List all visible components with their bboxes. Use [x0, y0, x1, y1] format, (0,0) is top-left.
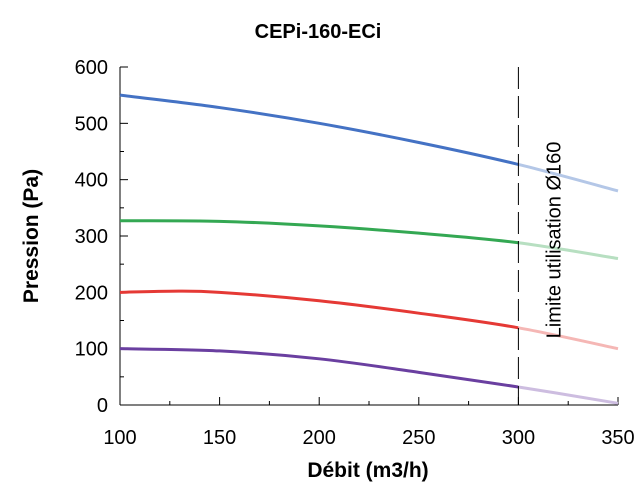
x-tick-label: 150 — [203, 427, 236, 449]
series-line-1 — [119, 93, 519, 167]
series-line-2 — [119, 219, 519, 245]
chart-title: CEPi-160-ECi — [255, 21, 382, 43]
x-axis-title: Débit (m3/h) — [307, 459, 428, 482]
x-tick-label: 350 — [601, 427, 634, 449]
series-line-2-beyond-limit — [518, 241, 619, 261]
x-tick-label: 250 — [402, 427, 435, 449]
y-tick-label: 300 — [75, 226, 108, 248]
limit-label: Limite utilisation Ø160 — [543, 142, 565, 339]
y-tick-label: 400 — [75, 170, 108, 192]
series-line-3-beyond-limit — [518, 326, 619, 351]
series-line-4-beyond-limit — [518, 385, 619, 405]
series-line-4 — [119, 347, 519, 389]
y-tick-label: 200 — [75, 282, 108, 304]
y-tick-label: 600 — [75, 57, 108, 79]
series-line-1-beyond-limit — [518, 162, 619, 193]
y-tick-label: 100 — [75, 339, 108, 361]
x-tick-label: 300 — [502, 427, 535, 449]
series-line-3 — [119, 289, 519, 330]
x-tick-label: 100 — [103, 427, 136, 449]
x-tick-label: 200 — [303, 427, 336, 449]
y-axis-title: Pression (Pa) — [20, 169, 43, 303]
y-tick-label: 0 — [97, 395, 108, 417]
y-tick-label: 500 — [75, 113, 108, 135]
